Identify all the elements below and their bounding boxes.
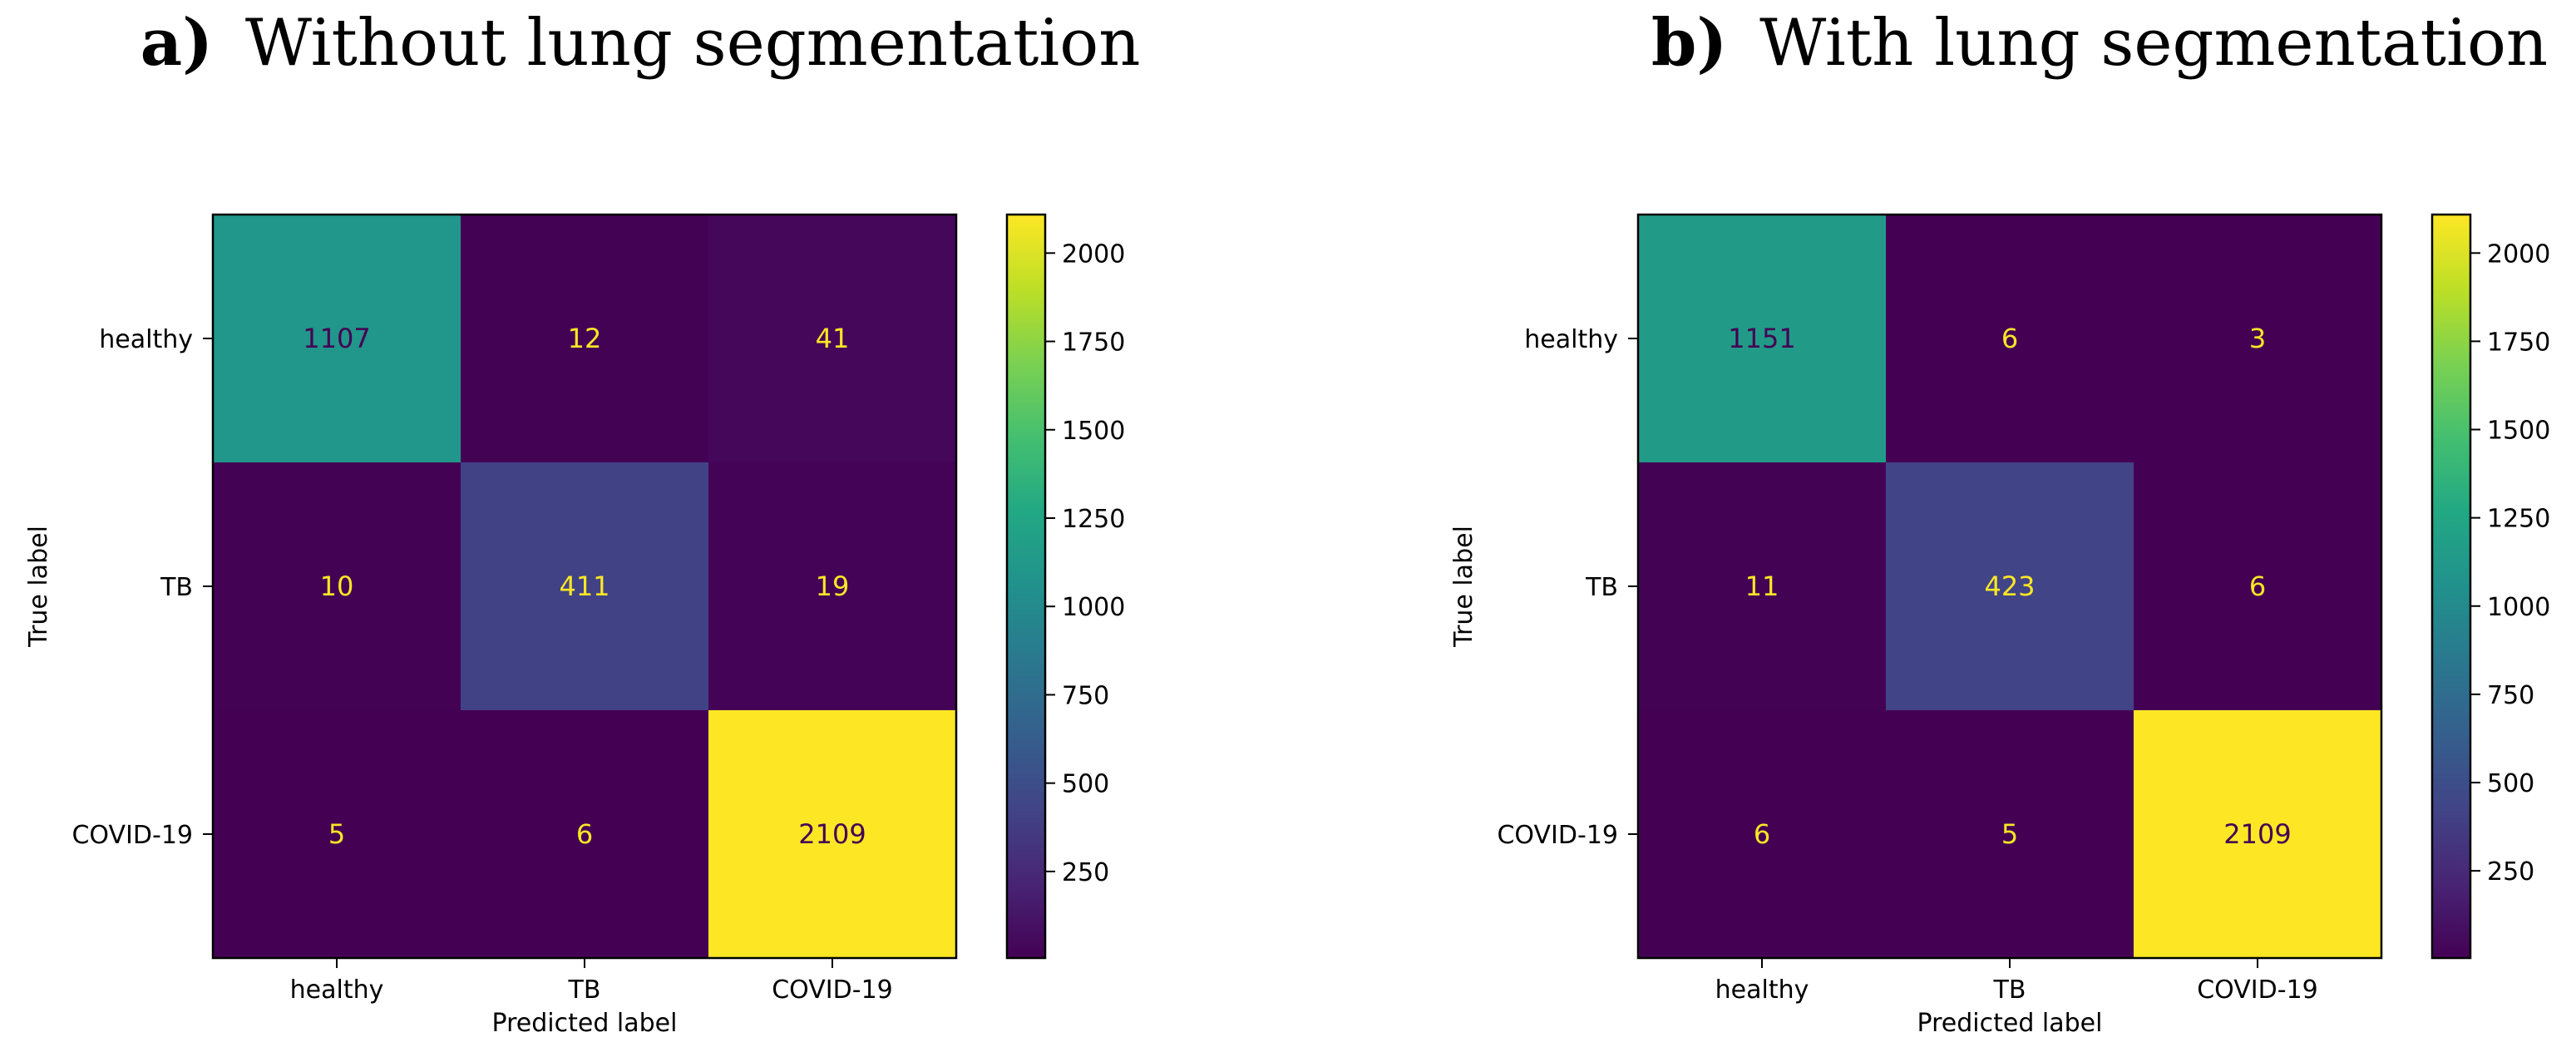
cell-value-label: 19 [816, 570, 850, 602]
matrix-cell [213, 710, 461, 959]
x-tick-label: COVID-19 [772, 976, 893, 1005]
panel-b-title: b) With lung segmentation [1651, 5, 2548, 81]
panel-b-x-axis-label: Predicted label [1917, 1009, 2103, 1038]
panel-a-title-prefix: a) [141, 5, 213, 81]
y-tick-label: healthy [1524, 325, 1618, 354]
y-tick-label: healthy [99, 325, 193, 354]
matrix-cell [708, 462, 957, 711]
cell-value-label: 6 [576, 818, 593, 850]
cell-value-label: 6 [2249, 570, 2266, 602]
colorbar-tick-label: 750 [2487, 681, 2534, 710]
cell-value-label: 5 [2001, 818, 2018, 850]
panel-a-x-axis-label: Predicted label [492, 1009, 678, 1038]
cell-value-label: 10 [320, 570, 354, 602]
cell-value-label: 2109 [2223, 818, 2291, 850]
panel-b-y-ticks: healthy TB COVID-19 [1497, 325, 1638, 850]
matrix-cell [213, 462, 461, 711]
x-tick-label: COVID-19 [2197, 976, 2318, 1005]
colorbar-tick-label: 1750 [2487, 328, 2550, 357]
x-tick-label: healthy [290, 976, 384, 1005]
matrix-cell [2134, 215, 2382, 463]
cell-value-label: 423 [1984, 570, 2035, 602]
panel-b-cells: 1151 6 3 11 423 6 6 5 2109 [1638, 215, 2382, 959]
matrix-cell [213, 215, 461, 463]
matrix-cell [461, 462, 709, 711]
panel-a-colorbar [1007, 215, 1045, 958]
y-tick-label: TB [1585, 573, 1618, 602]
matrix-cell [1638, 462, 1887, 711]
matrix-cell [708, 710, 957, 959]
panel-b-confusion-matrix: b) With lung segmentation 1151 6 3 11 423 6 6 5… [1449, 5, 2550, 1038]
panel-b-x-ticks: healthy TB COVID-19 [1715, 958, 2318, 1005]
colorbar-tick-label: 1500 [1062, 417, 1125, 446]
colorbar-tick-label: 250 [2487, 857, 2534, 887]
matrix-cell [461, 215, 709, 463]
cell-value-label: 1151 [1728, 323, 1795, 354]
x-tick-label: TB [568, 976, 601, 1005]
colorbar-tick-label: 1000 [1062, 593, 1125, 622]
panel-b-title-prefix: b) [1651, 5, 1727, 81]
cell-value-label: 411 [559, 570, 609, 602]
colorbar-tick-label: 2000 [1062, 240, 1125, 269]
colorbar-tick-label: 1000 [2487, 593, 2550, 622]
matrix-cell [2134, 462, 2382, 711]
panel-a-cells: 1107 12 41 10 411 19 5 6 2109 [213, 215, 957, 959]
cell-value-label: 2109 [798, 818, 866, 850]
colorbar-tick-label: 750 [1062, 681, 1109, 710]
panel-b-y-axis-label: True label [1449, 526, 1478, 648]
x-tick-label: TB [1993, 976, 2026, 1005]
colorbar-tick-label: 1250 [1062, 505, 1125, 534]
matrix-cell [1638, 710, 1887, 959]
x-tick-label: healthy [1715, 976, 1809, 1005]
colorbar-tick-label: 500 [1062, 770, 1109, 799]
panel-b-title-text: With lung segmentation [1759, 6, 2548, 81]
cell-value-label: 12 [568, 323, 602, 354]
colorbar-tick-label: 1500 [2487, 417, 2550, 446]
y-tick-label: TB [160, 573, 193, 602]
panel-b-colorbar-ticks: 250 500 750 1000 1250 1500 1750 2000 [2470, 240, 2550, 887]
cell-value-label: 41 [816, 323, 850, 354]
panel-a-title: a) Without lung segmentation [141, 5, 1141, 81]
panel-b-colorbar [2432, 215, 2470, 958]
matrix-cell [1886, 710, 2134, 959]
panel-a-confusion-matrix: a) Without lung segmentation 1107 12 41 10 4… [24, 5, 1140, 1038]
panel-a-colorbar-ticks: 250 500 750 1000 1250 1500 1750 2000 [1045, 240, 1125, 887]
cell-value-label: 1107 [303, 323, 370, 354]
matrix-cell [1886, 462, 2134, 711]
colorbar-tick-label: 2000 [2487, 240, 2550, 269]
cell-value-label: 6 [2001, 323, 2018, 354]
matrix-cell [1638, 215, 1887, 463]
matrix-cell [461, 710, 709, 959]
panel-a-y-ticks: healthy TB COVID-19 [72, 325, 213, 850]
cell-value-label: 11 [1745, 570, 1779, 602]
panel-a-title-text: Without lung segmentation [245, 6, 1141, 81]
cell-value-label: 6 [1754, 818, 1770, 850]
matrix-cell [1886, 215, 2134, 463]
colorbar-tick-label: 250 [1062, 858, 1109, 887]
cell-value-label: 5 [328, 818, 345, 850]
matrix-cell [708, 215, 957, 463]
colorbar-tick-label: 500 [2487, 769, 2534, 798]
colorbar-tick-label: 1750 [1062, 328, 1125, 358]
panel-a-colorbar-frame [1005, 213, 1047, 960]
y-tick-label: COVID-19 [1497, 821, 1618, 850]
matrix-cell [2134, 710, 2382, 959]
y-tick-label: COVID-19 [72, 821, 193, 850]
panel-b-colorbar-frame [2430, 213, 2472, 960]
panel-a-x-ticks: healthy TB COVID-19 [290, 958, 893, 1005]
colorbar-tick-label: 1250 [2487, 505, 2550, 534]
cell-value-label: 3 [2249, 323, 2266, 354]
panel-a-y-axis-label: True label [24, 526, 53, 648]
